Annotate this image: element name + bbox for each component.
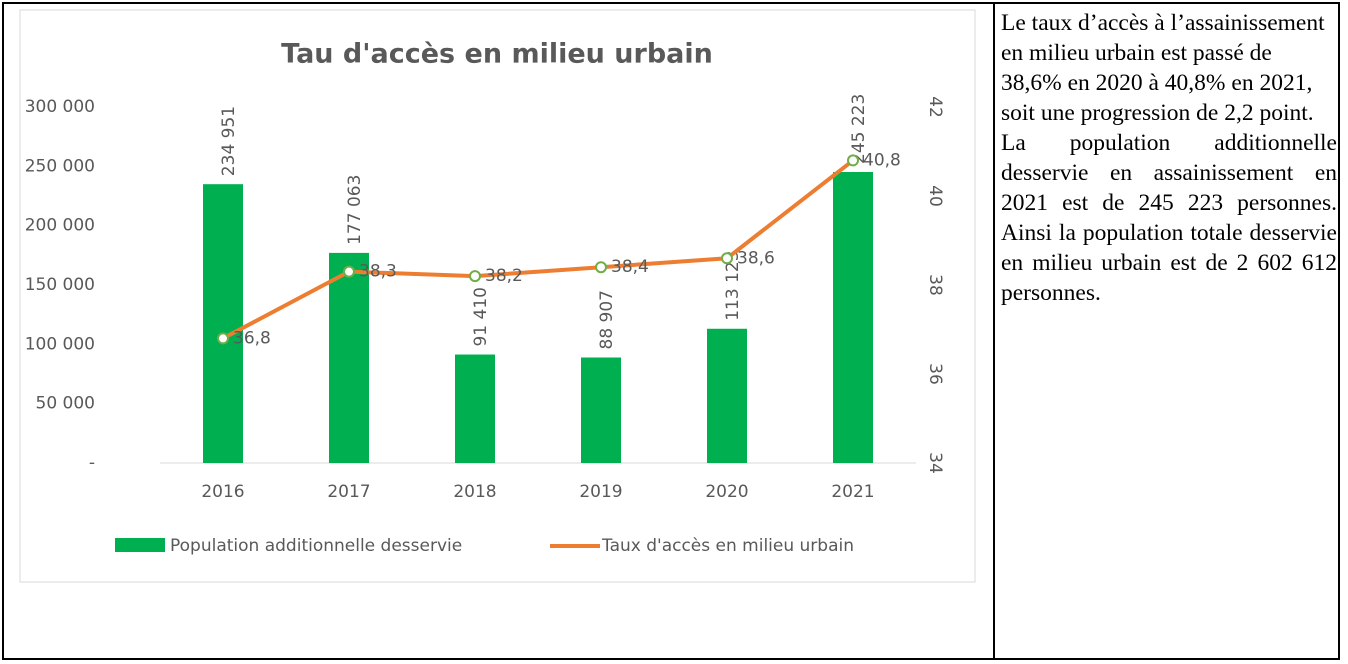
legend-swatch [115, 538, 165, 552]
x-tick-label: 2019 [579, 482, 622, 502]
y-tick-label: - [89, 453, 95, 473]
x-tick-label: 2020 [705, 482, 748, 502]
data-label: 245 223 [849, 94, 869, 164]
legend-label: Population additionnelle desservie [170, 536, 462, 556]
column-separator [993, 2, 995, 660]
x-tick-label: 2016 [201, 482, 244, 502]
y-tick-label: 250 000 [25, 156, 95, 176]
marker [469, 270, 481, 283]
bar [581, 357, 621, 463]
data-label: 177 063 [345, 175, 365, 245]
legend-label: Taux d'accès en milieu urbain [601, 536, 854, 556]
y-tick-label: 150 000 [25, 275, 95, 295]
y-tick-label: 100 000 [25, 334, 95, 354]
bar [455, 354, 495, 463]
bar [329, 252, 369, 463]
data-label: 91 410 [471, 287, 491, 346]
paragraph: Le taux d’accès à l’assainissement en mi… [1001, 10, 1325, 126]
paragraph: La population additionnelle desservie en… [1001, 130, 1337, 306]
data-label: 88 907 [597, 290, 617, 349]
data-label: 36,8 [233, 328, 271, 348]
y2-tick-label: 38 [925, 274, 945, 296]
data-label: 40,8 [863, 150, 901, 170]
bar [707, 328, 747, 463]
marker [721, 252, 733, 265]
y-tick-label: 50 000 [36, 394, 95, 414]
y2-tick-label: 34 [925, 452, 945, 474]
data-label: 38,2 [485, 266, 523, 286]
bar [203, 184, 243, 464]
x-tick-label: 2017 [327, 482, 370, 502]
bar [833, 172, 873, 463]
marker [847, 154, 859, 167]
marker [595, 261, 607, 274]
y2-tick-label: 40 [925, 185, 945, 207]
data-label: 38,3 [359, 262, 397, 282]
chart: Tau d'accès en milieu urbain - 50 000 100 … [19, 9, 976, 583]
line [222, 158, 855, 341]
text-cell: Le taux d’accès à l’assainissement en mi… [1001, 8, 1337, 308]
chart-frame [19, 9, 976, 583]
data-label: 38,4 [611, 257, 649, 277]
y2-tick-label: 36 [925, 363, 945, 385]
marker [343, 265, 355, 278]
y2-tick-label: 42 [925, 96, 945, 118]
data-label: 234 951 [219, 106, 239, 176]
x-tick-label: 2018 [453, 482, 496, 502]
data-label: 113 123 [723, 250, 743, 320]
chart-title: Tau d'accès en milieu urbain [281, 39, 713, 70]
marker [217, 332, 229, 345]
x-tick-label: 2021 [831, 482, 874, 502]
y-tick-label: 200 000 [25, 216, 95, 236]
y-tick-label: 300 000 [25, 97, 95, 117]
data-label: 38,6 [737, 248, 775, 268]
